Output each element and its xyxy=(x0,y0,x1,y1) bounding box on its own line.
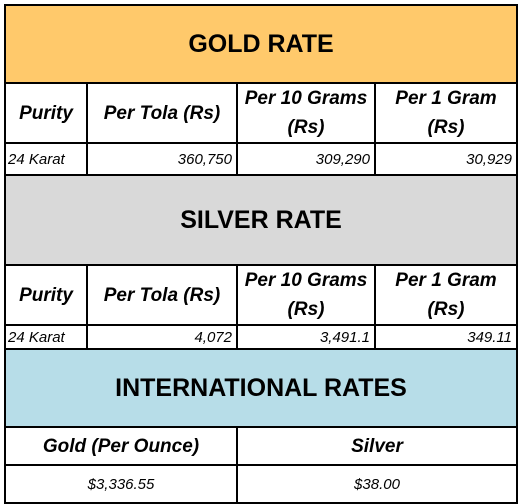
column-header: Per 1 Gram (Rs) xyxy=(374,264,518,326)
column-header: Purity xyxy=(4,264,88,326)
international-title: INTERNATIONAL RATES xyxy=(4,348,518,428)
column-header: Per Tola (Rs) xyxy=(86,264,238,326)
cell: 4,072 xyxy=(86,324,238,350)
column-header: Purity xyxy=(4,82,88,144)
cell: $38.00 xyxy=(236,464,518,504)
rates-table: GOLD RATE Purity Per Tola (Rs) Per 10 Gr… xyxy=(4,4,518,504)
cell: 30,929 xyxy=(374,142,518,176)
gold-title: GOLD RATE xyxy=(4,4,518,84)
column-header: Silver xyxy=(236,426,518,466)
cell: $3,336.55 xyxy=(4,464,238,504)
silver-title: SILVER RATE xyxy=(4,174,518,266)
column-header: Per 10 Grams (Rs) xyxy=(236,264,376,326)
cell: 24 Karat xyxy=(4,142,88,176)
cell: 24 Karat xyxy=(4,324,88,350)
column-header: Per Tola (Rs) xyxy=(86,82,238,144)
cell: 309,290 xyxy=(236,142,376,176)
cell: 349.11 xyxy=(374,324,518,350)
column-header: Per 1 Gram (Rs) xyxy=(374,82,518,144)
cell: 3,491.1 xyxy=(236,324,376,350)
cell: 360,750 xyxy=(86,142,238,176)
column-header: Per 10 Grams (Rs) xyxy=(236,82,376,144)
column-header: Gold (Per Ounce) xyxy=(4,426,238,466)
